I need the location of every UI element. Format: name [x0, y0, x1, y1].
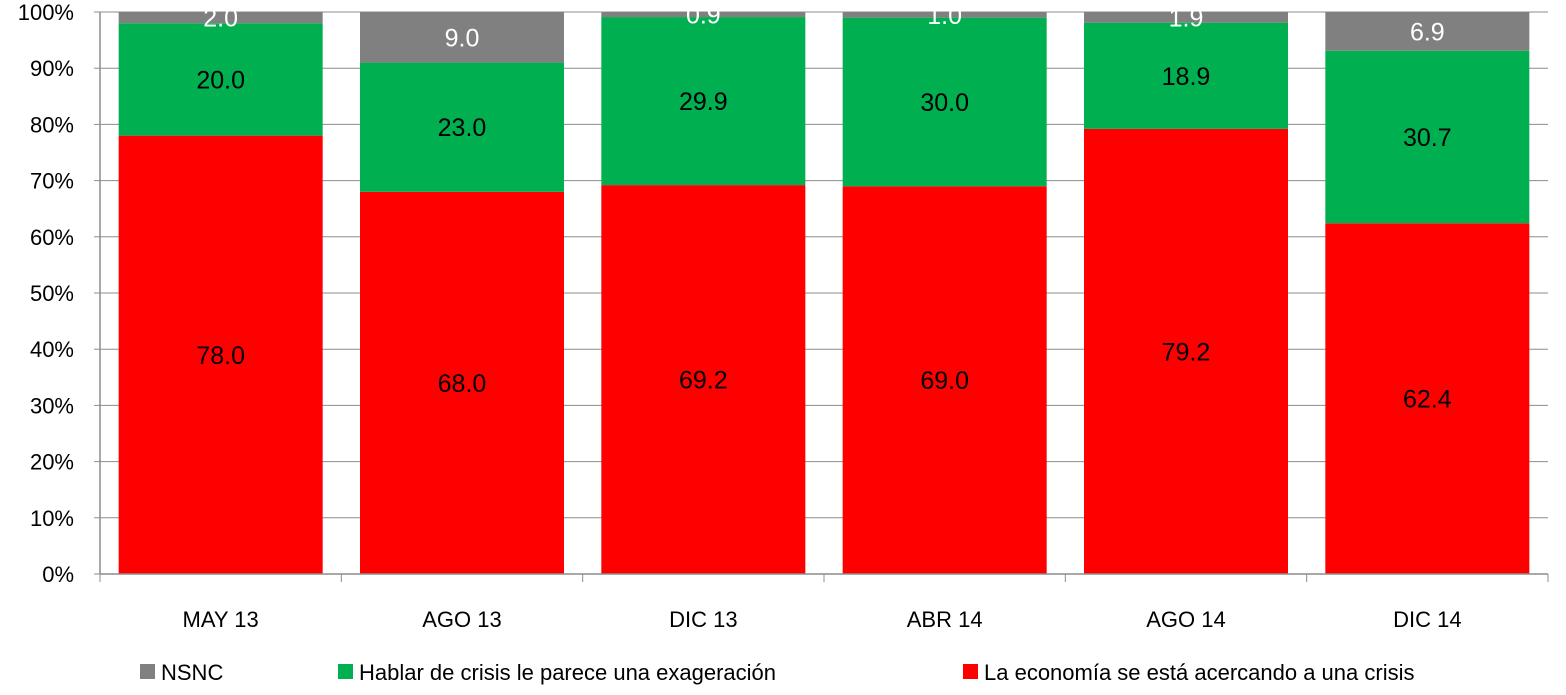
data-label: 1.0 — [927, 2, 962, 30]
x-tick-label: DIC 13 — [669, 607, 737, 632]
data-label: 9.0 — [445, 24, 480, 52]
y-tick-label: 60% — [30, 225, 74, 250]
data-label: 30.0 — [920, 89, 969, 117]
legend: NSNC Hablar de crisis le parece una exage… — [140, 660, 1414, 685]
y-tick-label: 20% — [30, 450, 74, 475]
y-tick-label: 40% — [30, 337, 74, 362]
x-tick-label: DIC 14 — [1393, 607, 1461, 632]
bar-segment-nsnc — [1084, 12, 1288, 23]
bar-segment-hablar-de-crisis-le-parece-una-exageracion — [1084, 22, 1288, 129]
y-tick-label: 50% — [30, 281, 74, 306]
x-tick-label: MAY 13 — [183, 607, 259, 632]
data-label: 69.2 — [679, 367, 728, 395]
legend-swatch-hablar-de-crisis-le-parece-una-exageracion — [338, 664, 353, 679]
data-label: 78.0 — [196, 342, 245, 370]
y-tick-label: 100% — [18, 0, 74, 25]
bar-segment-nsnc — [842, 12, 1047, 18]
data-label: 62.4 — [1403, 386, 1452, 414]
x-tick-label: AGO 13 — [422, 607, 501, 632]
data-label: 6.9 — [1410, 18, 1445, 46]
y-tick-label: 90% — [30, 56, 74, 81]
axes: 0% 10% 20% 30% 40% 50% 60% 70% 80% 90% 100% MAY 13 A… — [18, 0, 1549, 632]
legend-label: La economía se está acercando a una cris… — [984, 660, 1414, 685]
y-tick-label: 10% — [30, 506, 74, 531]
legend-label: Hablar de crisis le parece una exageraci… — [359, 660, 776, 685]
legend-swatch-nsnc — [140, 664, 155, 679]
bar-segment-nsnc — [601, 12, 806, 18]
data-label: 29.9 — [679, 88, 728, 116]
bar-segment-nsnc — [118, 12, 323, 24]
bar-segment-hablar-de-crisis-le-parece-una-exageracion — [360, 62, 564, 192]
y-tick-label: 0% — [42, 562, 74, 587]
data-label: 2.0 — [203, 5, 238, 33]
bar-segment-hablar-de-crisis-le-parece-una-exageracion — [1325, 50, 1530, 224]
y-tick-label: 30% — [30, 393, 74, 418]
legend-swatch-la-economia-se-esta-acercando-a-una-crisis — [963, 664, 978, 679]
bar-segment-hablar-de-crisis-le-parece-una-exageracion — [118, 23, 323, 136]
data-label: 79.2 — [1162, 338, 1211, 366]
data-label: 18.9 — [1162, 63, 1211, 91]
data-label: 1.9 — [1169, 4, 1204, 32]
y-tick-label: 80% — [30, 112, 74, 137]
legend-label: NSNC — [161, 660, 223, 685]
bar-segment-la-economia-se-esta-acercando-a-una-crisis — [1325, 223, 1530, 574]
data-label: 68.0 — [438, 370, 487, 398]
bar-segment-la-economia-se-esta-acercando-a-una-crisis — [1084, 128, 1288, 574]
data-labels: 78.0 20.0 2.0 68.0 23.0 9.0 69.2 29.9 0.9 69.0 30.… — [196, 2, 1451, 414]
bar-segment-nsnc — [360, 12, 564, 63]
data-label: 69.0 — [920, 367, 969, 395]
data-label: 20.0 — [196, 66, 245, 94]
data-label: 30.7 — [1403, 124, 1452, 152]
bar-segment-la-economia-se-esta-acercando-a-una-crisis — [601, 185, 806, 574]
y-tick-label: 70% — [30, 169, 74, 194]
x-tick-label: AGO 14 — [1146, 607, 1225, 632]
bar-segment-la-economia-se-esta-acercando-a-una-crisis — [360, 191, 564, 574]
bar-segment-la-economia-se-esta-acercando-a-una-crisis — [118, 135, 323, 574]
data-label: 23.0 — [438, 114, 487, 142]
bars — [118, 12, 1530, 574]
bar-segment-hablar-de-crisis-le-parece-una-exageracion — [601, 17, 806, 186]
data-label: 0.9 — [686, 2, 721, 30]
x-tick-label: ABR 14 — [907, 607, 983, 632]
gridlines — [100, 11, 1548, 519]
bar-segment-nsnc — [1325, 12, 1530, 51]
bar-segment-la-economia-se-esta-acercando-a-una-crisis — [842, 186, 1047, 574]
bar-segment-hablar-de-crisis-le-parece-una-exageracion — [842, 17, 1047, 187]
